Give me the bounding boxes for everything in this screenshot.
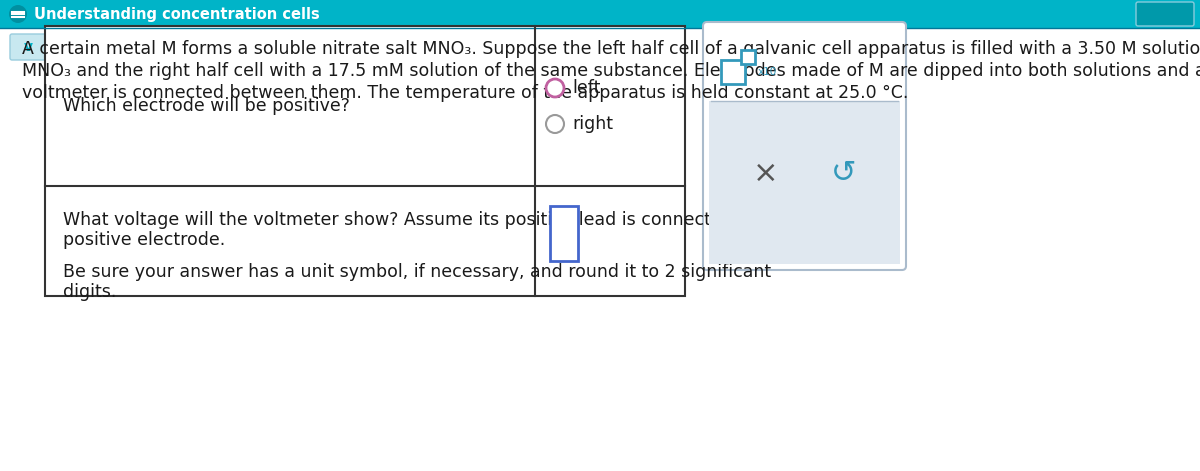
Text: ↺: ↺: [830, 159, 857, 188]
Text: voltmeter is connected between them. The temperature of the apparatus is held co: voltmeter is connected between them. The…: [22, 84, 908, 102]
FancyBboxPatch shape: [1136, 2, 1194, 26]
Text: What voltage will the voltmeter show? Assume its positive lead is connected to t: What voltage will the voltmeter show? As…: [64, 211, 790, 229]
FancyBboxPatch shape: [0, 28, 1200, 63]
Text: A certain metal M forms a soluble nitrate salt MNO₃. Suppose the left half cell : A certain metal M forms a soluble nitrat…: [22, 40, 1200, 58]
FancyBboxPatch shape: [742, 50, 755, 64]
Text: right: right: [572, 115, 613, 133]
Text: v: v: [24, 40, 32, 54]
FancyBboxPatch shape: [0, 63, 1200, 471]
Circle shape: [546, 115, 564, 133]
FancyBboxPatch shape: [10, 34, 46, 60]
Text: left: left: [572, 79, 600, 97]
Text: MNO₃ and the right half cell with a 17.5 mM solution of the same substance. Elec: MNO₃ and the right half cell with a 17.5…: [22, 62, 1200, 80]
Text: ×: ×: [752, 159, 779, 188]
Text: digits.: digits.: [64, 283, 116, 301]
Text: Which electrode will be positive?: Which electrode will be positive?: [64, 97, 350, 115]
Text: Be sure your answer has a unit symbol, if necessary, and round it to 2 significa: Be sure your answer has a unit symbol, i…: [64, 263, 772, 281]
FancyBboxPatch shape: [721, 60, 745, 84]
Circle shape: [10, 5, 28, 23]
FancyBboxPatch shape: [703, 22, 906, 270]
Circle shape: [546, 79, 564, 97]
Text: positive electrode.: positive electrode.: [64, 231, 226, 249]
FancyBboxPatch shape: [0, 0, 1200, 28]
Text: Understanding concentration cells: Understanding concentration cells: [34, 7, 319, 22]
Text: x10: x10: [758, 67, 778, 77]
FancyBboxPatch shape: [550, 206, 578, 261]
FancyBboxPatch shape: [46, 26, 685, 296]
FancyBboxPatch shape: [709, 101, 900, 264]
